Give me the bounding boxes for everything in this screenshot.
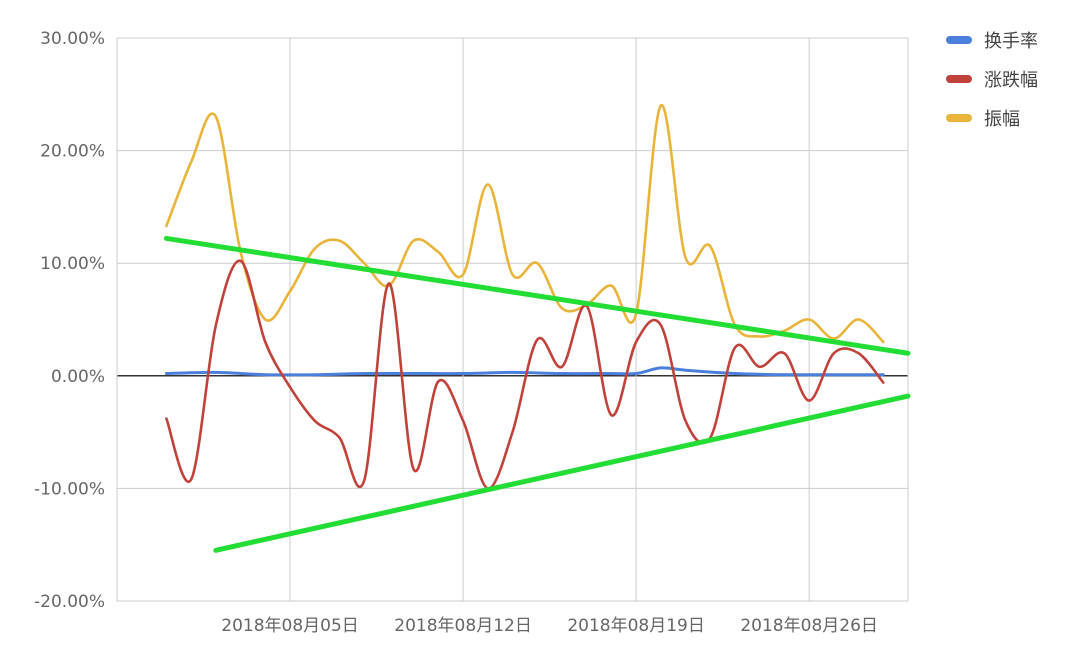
x-tick-label: 2018年08月12日 (394, 616, 532, 636)
y-tick-label: 0.00% (51, 367, 105, 387)
y-tick-label: 30.00% (40, 29, 105, 49)
x-axis-tick-labels: 2018年08月05日 2018年08月12日 2018年08月19日 2018年08… (221, 616, 878, 636)
series-lines (164, 104, 885, 490)
y-tick-label: 20.00% (40, 142, 105, 162)
series-line-c0423b (165, 259, 885, 490)
y-tick-label: -10.00% (34, 479, 105, 499)
legend-label: 振幅 (984, 109, 1020, 130)
x-tick-label: 2018年08月26日 (740, 616, 878, 636)
legend-label: 涨跌幅 (984, 70, 1038, 91)
y-tick-label: -20.00% (34, 592, 105, 612)
trend-line-0 (163, 235, 911, 356)
trend-line-1 (213, 393, 911, 553)
x-tick-label: 2018年08月05日 (221, 616, 359, 636)
legend-label: 换手率 (984, 31, 1038, 52)
x-tick-label: 2018年08月19日 (567, 616, 705, 636)
legend-swatch (946, 36, 972, 44)
series-line-e8b43a (165, 104, 885, 344)
y-tick-label: 10.00% (40, 254, 105, 274)
grid-lines (116, 37, 909, 602)
legend-swatch (946, 114, 972, 122)
series-line-4a7fdc (164, 366, 885, 377)
legend-swatch (946, 75, 972, 83)
y-axis-tick-labels: 30.00% 20.00% 10.00% 0.00% -10.00% -20.00% (34, 29, 105, 612)
trend-lines (163, 235, 911, 553)
